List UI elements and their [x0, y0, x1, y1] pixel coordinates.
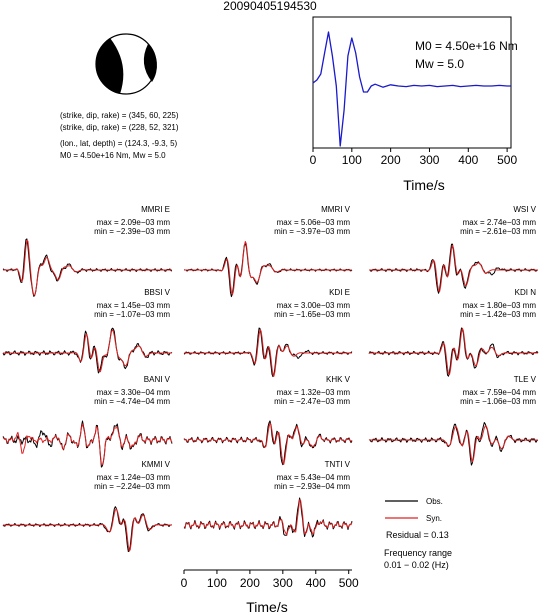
legend-syn-label: Syn.: [426, 514, 442, 523]
legend-obs-label: Obs.: [426, 497, 443, 506]
syn-trace: [183, 499, 353, 536]
bottom-x-tick-label: 400: [306, 576, 326, 590]
station-label: BANI V: [144, 375, 171, 384]
obs-trace: [183, 327, 353, 378]
station-label: KDI E: [329, 288, 350, 297]
beachball: [95, 33, 157, 95]
min-amplitude-label: min = −2.93e−04 mm: [274, 482, 350, 491]
obs-trace: [183, 243, 353, 298]
plane2-label: (strike, dip, rake) = (228, 52, 321): [60, 123, 179, 132]
obs-trace: [2, 327, 173, 374]
syn-trace: [369, 425, 538, 463]
station-label: BBSI V: [144, 288, 170, 297]
stf-mw-label: Mw = 5.0: [415, 57, 464, 71]
syn-trace: [184, 329, 352, 377]
min-amplitude-label: min = −1.65e−03 mm: [274, 310, 350, 319]
stf-x-tick-label: 300: [419, 153, 439, 167]
max-amplitude-label: max = 5.06e−03 mm: [277, 218, 351, 227]
stf-x-tick-label: 500: [497, 153, 517, 167]
syn-trace: [2, 423, 173, 466]
plane1-label: (strike, dip, rake) = (345, 60, 225): [60, 111, 179, 120]
min-amplitude-label: min = −1.07e−03 mm: [94, 310, 170, 319]
max-amplitude-label: max = 1.80e−03 mm: [463, 301, 537, 310]
syn-trace: [184, 241, 352, 296]
frequency-range-label: Frequency range: [384, 548, 452, 558]
obs-trace: [183, 497, 353, 538]
min-amplitude-label: min = −2.39e−03 mm: [94, 227, 170, 236]
stf-curve: [312, 31, 511, 147]
stf-x-tick-label: 0: [310, 153, 317, 167]
stf-x-tick-label: 400: [458, 153, 478, 167]
min-amplitude-label: min = −2.61e−03 mm: [460, 227, 536, 236]
station-label: TLE V: [514, 375, 537, 384]
bottom-x-axis: 0 100 200 300 400 500: [181, 569, 359, 590]
syn-trace: [3, 508, 172, 552]
station-label: TNTI V: [325, 460, 351, 469]
bottom-x-tick-label: 100: [207, 576, 227, 590]
stf-plot: 0 100 200 300 400 500: [310, 16, 517, 167]
frequency-range-value: 0.01 − 0.02 (Hz): [384, 560, 449, 570]
max-amplitude-label: max = 7.59e−04 mm: [463, 388, 537, 397]
syn-trace: [369, 327, 538, 376]
stf-x-tick-label: 100: [342, 153, 362, 167]
figure-title: 20090405194530: [223, 0, 317, 13]
syn-trace: [3, 239, 172, 296]
syn-trace: [3, 329, 172, 373]
bottom-x-tick-label: 300: [273, 576, 293, 590]
obs-trace: [368, 327, 539, 377]
stf-x-tick-label: 200: [381, 153, 401, 167]
min-amplitude-label: min = −3.97e−03 mm: [274, 227, 350, 236]
max-amplitude-label: max = 1.24e−03 mm: [97, 473, 171, 482]
bottom-x-tick-label: 200: [240, 576, 260, 590]
bottom-x-tick-label: 0: [181, 576, 188, 590]
min-amplitude-label: min = −2.47e−03 mm: [274, 397, 350, 406]
obs-trace: [368, 422, 539, 466]
stf-m0-label: M0 = 4.50e+16 Nm: [415, 39, 518, 53]
max-amplitude-label: max = 1.45e−03 mm: [97, 301, 171, 310]
station-label: MMRI E: [141, 205, 170, 214]
bottom-x-tick-label: 500: [339, 576, 359, 590]
max-amplitude-label: max = 2.09e−03 mm: [97, 218, 171, 227]
bottom-x-axis-label: Time/s: [246, 599, 287, 615]
min-amplitude-label: min = −4.74e−04 mm: [94, 397, 170, 406]
station-label: KDI N: [515, 288, 537, 297]
min-amplitude-label: min = −2.24e−03 mm: [94, 482, 170, 491]
moment-label: M0 = 4.50e+16 Nm, Mw = 5.0: [60, 151, 166, 160]
location-label: (lon., lat, depth) = (124.3, -9.3, 5): [60, 139, 178, 148]
max-amplitude-label: max = 3.00e−03 mm: [277, 301, 351, 310]
max-amplitude-label: max = 3.30e−04 mm: [97, 388, 171, 397]
stf-x-axis-label: Time/s: [403, 177, 444, 193]
station-label: WSI V: [513, 205, 536, 214]
syn-trace: [183, 422, 353, 465]
obs-trace: [183, 420, 353, 466]
station-label: KMMI V: [142, 460, 171, 469]
obs-trace: [2, 506, 172, 552]
syn-trace: [369, 244, 538, 293]
station-label: KHK V: [326, 375, 351, 384]
max-amplitude-label: max = 2.74e−03 mm: [463, 218, 537, 227]
min-amplitude-label: min = −1.06e−03 mm: [460, 397, 536, 406]
max-amplitude-label: max = 5.43e−04 mm: [277, 473, 351, 482]
max-amplitude-label: max = 1.32e−03 mm: [277, 388, 351, 397]
station-label: MMRI V: [321, 205, 351, 214]
residual-label: Residual = 0.13: [386, 530, 449, 540]
min-amplitude-label: min = −1.42e−03 mm: [460, 310, 536, 319]
legend: Obs. Syn. Residual = 0.13 Frequency rang…: [384, 497, 452, 570]
